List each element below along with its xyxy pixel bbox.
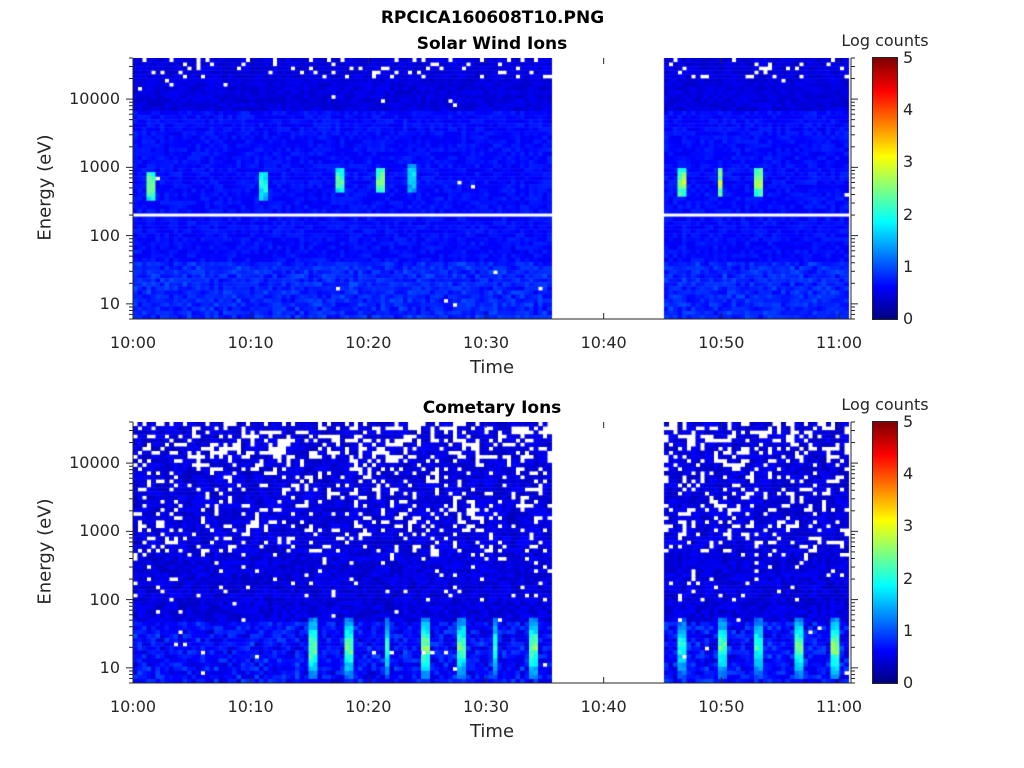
- x-tick-label: 10:40: [580, 333, 627, 352]
- colorbar-label: Log counts: [841, 395, 929, 414]
- colorbar: [872, 421, 898, 684]
- x-tick-label: 10:00: [109, 333, 157, 352]
- colorbar-tick-label: 3: [903, 516, 914, 536]
- x-tick-label: 10:40: [580, 697, 627, 716]
- colorbar-tick-label: 5: [903, 48, 914, 67]
- y-tick-label: 10: [99, 293, 120, 313]
- y-tick-label: 100: [89, 589, 120, 609]
- colorbar-tick-label: 5: [903, 412, 914, 431]
- colorbar-tick-label: 0: [903, 673, 914, 692]
- x-tick-label: 10:50: [698, 333, 745, 352]
- colorbar-tick-label: 1: [903, 256, 914, 276]
- colorbar-tick-label: 4: [903, 464, 914, 484]
- colorbar-tick-label: 2: [903, 204, 914, 224]
- colorbar-tick-label: 0: [903, 309, 914, 328]
- colorbar: [872, 57, 898, 320]
- spectrogram-heatmap: [133, 422, 851, 683]
- y-tick-label: 10000: [69, 89, 120, 109]
- panel-title: Cometary Ions: [422, 398, 562, 418]
- x-tick-label: 10:30: [462, 333, 510, 352]
- y-tick-label: 100: [89, 225, 120, 245]
- x-tick-label: 11:00: [815, 333, 863, 352]
- y-tick-label: 10: [99, 657, 120, 677]
- x-tick-label: 10:50: [698, 697, 745, 716]
- x-tick-label: 10:00: [109, 697, 157, 716]
- x-tick-label: 10:30: [462, 697, 510, 716]
- y-tick-label: 10000: [69, 453, 120, 473]
- x-tick-label: 11:00: [815, 697, 863, 716]
- x-tick-label: 10:20: [345, 697, 392, 716]
- panel-title: Solar Wind Ions: [416, 34, 568, 54]
- colorbar-tick-label: 4: [903, 100, 914, 120]
- colorbar-label: Log counts: [841, 31, 929, 50]
- x-tick-label: 10:10: [227, 333, 274, 352]
- x-tick-label: 10:10: [227, 697, 274, 716]
- x-tick-label: 10:20: [345, 333, 392, 352]
- colorbar-tick-label: 3: [903, 152, 914, 172]
- colorbar-tick-label: 2: [903, 568, 914, 588]
- y-axis-label: Energy (eV): [34, 497, 56, 605]
- y-tick-label: 1000: [79, 521, 120, 541]
- colorbar-tick-label: 1: [903, 620, 914, 640]
- x-axis-label: Time: [469, 357, 515, 378]
- y-tick-label: 1000: [79, 157, 120, 177]
- figure-title: RPCICA160608T10.PNG: [380, 8, 605, 28]
- x-axis-label: Time: [469, 721, 515, 742]
- spectrogram-heatmap: [133, 58, 851, 319]
